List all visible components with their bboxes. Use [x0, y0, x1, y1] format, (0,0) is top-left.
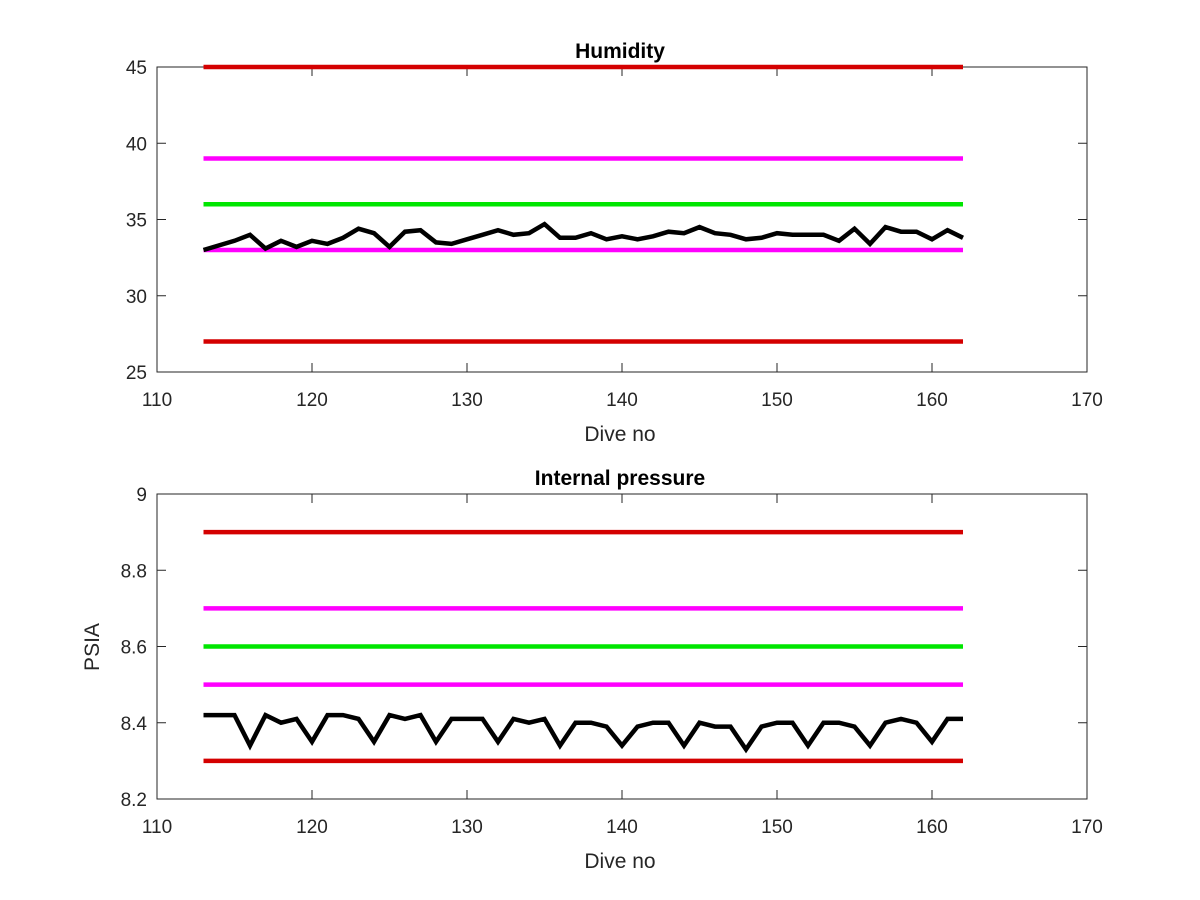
x-tick-label: 120 — [296, 817, 328, 838]
x-tick-label: 150 — [761, 817, 793, 838]
y-axis-label: PSIA — [81, 623, 104, 671]
x-tick-label: 160 — [916, 390, 948, 411]
x-tick-label: 140 — [606, 390, 638, 411]
x-tick-label: 130 — [451, 817, 483, 838]
internal-pressure-chart: Internal pressure Dive no PSIA 110 120 130… — [81, 467, 1103, 873]
x-tick-label: 110 — [142, 817, 172, 838]
y-tick-label: 35 — [126, 211, 147, 232]
x-tick-label: 140 — [606, 817, 638, 838]
series-line — [203, 712, 963, 754]
x-axis-label: Dive no — [584, 423, 655, 446]
x-tick-label: 120 — [296, 390, 328, 411]
y-tick-label: 8.2 — [121, 790, 147, 811]
y-tick-label: 8.4 — [121, 714, 148, 735]
x-tick-label: 150 — [761, 390, 793, 411]
x-axis-label: Dive no — [584, 850, 655, 873]
chart-title: Humidity — [575, 40, 665, 63]
x-tick-label: 110 — [142, 390, 172, 411]
x-tick-label: 130 — [451, 390, 483, 411]
axes-box — [156, 66, 1088, 373]
chart-title: Internal pressure — [535, 467, 705, 490]
y-tick-label: 40 — [126, 134, 147, 155]
y-tick-label: 9 — [136, 485, 147, 506]
y-tick-label: 30 — [126, 287, 147, 308]
x-tick-label: 170 — [1071, 817, 1103, 838]
x-tick-label: 160 — [916, 817, 948, 838]
y-tick-label: 8.6 — [121, 638, 147, 659]
y-tick-label: 8.8 — [121, 561, 147, 582]
series-line — [202, 221, 964, 253]
x-tick-label: 170 — [1071, 390, 1103, 411]
y-tick-label: 25 — [126, 363, 147, 384]
humidity-chart: Humidity Dive no 110 120 130 140 150 160 170 25… — [126, 40, 1103, 446]
y-tick-label: 45 — [126, 58, 147, 79]
